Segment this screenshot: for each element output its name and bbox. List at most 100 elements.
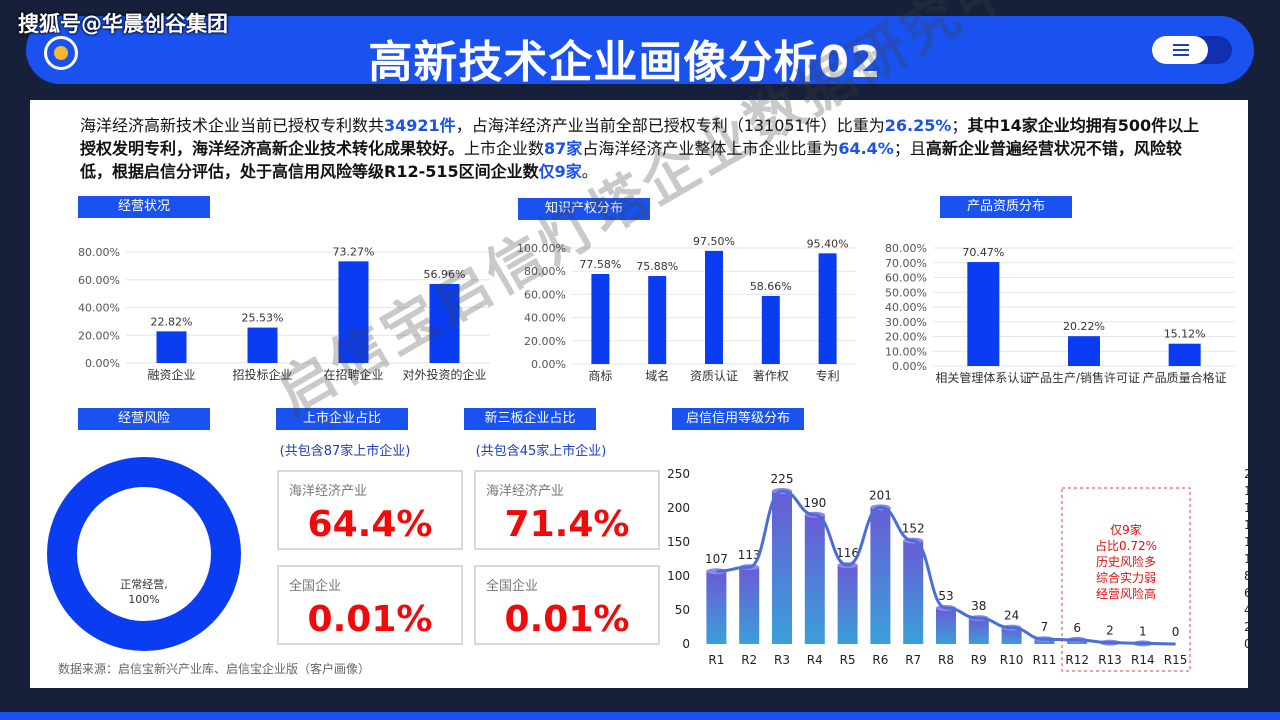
y-left-tick-label: 100 bbox=[667, 569, 690, 583]
bar bbox=[772, 491, 792, 644]
data-label: 56.96% bbox=[424, 268, 466, 281]
bar bbox=[1068, 336, 1100, 366]
header-bar bbox=[26, 16, 1254, 84]
y-tick-label: 100.00% bbox=[517, 242, 566, 255]
y-tick-label: 60.00% bbox=[885, 272, 927, 285]
y-tick-label: 0.00% bbox=[531, 358, 566, 371]
y-tick-label: 0.00% bbox=[892, 360, 927, 373]
y-right-tick-label: 16.00% bbox=[1244, 501, 1254, 515]
y-tick-label: 70.00% bbox=[885, 257, 927, 270]
neeq-note: (共包含45家上市企业) bbox=[475, 444, 607, 459]
y-tick-label: 30.00% bbox=[885, 316, 927, 329]
donut-value: 100% bbox=[128, 593, 159, 606]
y-tick-label: 40.00% bbox=[885, 301, 927, 314]
data-label: 116 bbox=[836, 546, 859, 560]
category-label: 资质认证 bbox=[690, 369, 738, 383]
y-tick-label: 80.00% bbox=[885, 242, 927, 255]
stat-value: 64.4% bbox=[307, 504, 433, 545]
bar bbox=[247, 327, 278, 363]
y-tick-label: 20.00% bbox=[524, 335, 566, 348]
tag-risk: 经营风险 bbox=[78, 408, 210, 430]
data-label: 1 bbox=[1139, 624, 1147, 638]
category-label: R11 bbox=[1033, 653, 1057, 667]
stat-value: 71.4% bbox=[504, 504, 630, 545]
data-label: 97.50% bbox=[693, 235, 735, 248]
category-label: 专利 bbox=[816, 368, 840, 383]
stat-label: 海洋经济产业 bbox=[289, 484, 368, 499]
category-label: 商标 bbox=[588, 368, 612, 383]
tag-neeq: 新三板企业占比 bbox=[464, 408, 596, 430]
y-right-tick-label: 6.00% bbox=[1244, 586, 1254, 600]
category-label: R14 bbox=[1131, 653, 1155, 667]
bar bbox=[739, 567, 760, 644]
quality-chart: 0.00% 10.00%20.00% 30.00% 40.00% 50.00%60.00… bbox=[885, 242, 1235, 385]
highlight-box bbox=[1061, 487, 1191, 672]
y-right-tick-label: 20.00% bbox=[1244, 467, 1254, 481]
data-label: 152 bbox=[902, 522, 925, 536]
category-label: R6 bbox=[872, 653, 888, 667]
tag-listed: 上市企业占比 bbox=[276, 408, 408, 430]
y-tick-label: 20.00% bbox=[78, 329, 120, 342]
category-label: 对外投资的企业 bbox=[402, 367, 486, 382]
y-tick-label: 20.00% bbox=[885, 331, 927, 344]
data-label: 15.12% bbox=[1164, 328, 1206, 341]
tag-quality: 产品资质分布 bbox=[940, 196, 1072, 218]
category-label: 产品生产/销售许可证 bbox=[1028, 370, 1140, 385]
menu-icon[interactable] bbox=[1152, 36, 1232, 64]
category-label: 相关管理体系认证 bbox=[935, 370, 1031, 385]
bar bbox=[903, 540, 924, 644]
category-label: R15 bbox=[1164, 653, 1188, 667]
y-tick-label: 60.00% bbox=[78, 274, 120, 287]
category-label: R8 bbox=[938, 653, 954, 667]
category-label: R2 bbox=[741, 653, 757, 667]
data-label: 20.22% bbox=[1063, 320, 1105, 333]
intro-text: 海洋经济高新技术企业当前已授权专利数共34921件，占海洋经济产业当前全部已授权… bbox=[80, 116, 1200, 181]
annotation-line: 经营风险高 bbox=[1096, 586, 1156, 601]
y-tick-label: 40.00% bbox=[524, 312, 566, 325]
data-label: 201 bbox=[869, 488, 892, 502]
bar bbox=[761, 295, 780, 364]
category-label: 在招聘企业 bbox=[323, 367, 383, 382]
data-label: 53 bbox=[938, 589, 953, 603]
category-label: 域名 bbox=[645, 368, 669, 383]
y-tick-label: 80.00% bbox=[78, 246, 120, 259]
category-label: R13 bbox=[1098, 653, 1122, 667]
y-tick-label: 60.00% bbox=[524, 288, 566, 301]
stat-listed-marine: 海洋经济产业 64.4% bbox=[277, 470, 463, 550]
y-left-tick-label: 150 bbox=[667, 535, 690, 549]
stat-value: 0.01% bbox=[307, 599, 433, 640]
bar bbox=[818, 253, 837, 364]
tag-credit: 启信信用等级分布 bbox=[672, 408, 804, 430]
category-label: R7 bbox=[905, 653, 921, 667]
logo-icon bbox=[44, 36, 78, 70]
y-right-tick-label: 12.00% bbox=[1244, 535, 1254, 549]
bar bbox=[837, 565, 858, 644]
data-label: 75.88% bbox=[636, 260, 678, 273]
share-line bbox=[716, 489, 1176, 646]
bar bbox=[648, 275, 667, 364]
data-label: 107 bbox=[705, 552, 728, 566]
data-label: 7 bbox=[1041, 620, 1049, 634]
category-label: R1 bbox=[708, 653, 724, 667]
data-label: 25.53% bbox=[242, 312, 284, 325]
category-label: R10 bbox=[1000, 653, 1024, 667]
bar bbox=[591, 274, 610, 364]
data-label: 0 bbox=[1172, 625, 1180, 639]
y-tick-label: 0.00% bbox=[85, 357, 120, 370]
listed-note: (共包含87家上市企业) bbox=[279, 444, 411, 459]
bar bbox=[156, 331, 187, 363]
tag-operation: 经营状况 bbox=[78, 196, 210, 218]
bar bbox=[338, 261, 369, 363]
bar bbox=[1168, 343, 1201, 366]
data-label: 24 bbox=[1004, 609, 1019, 623]
risk-donut-chart: 正常经营, 100% bbox=[47, 457, 241, 651]
y-right-tick-label: 2.00% bbox=[1244, 620, 1254, 634]
annotation-line: 占比0.72% bbox=[1095, 538, 1157, 553]
category-label: 招投标企业 bbox=[232, 367, 292, 382]
category-label: R5 bbox=[840, 653, 856, 667]
category-label: R12 bbox=[1065, 653, 1089, 667]
stat-listed-all: 全国企业 0.01% bbox=[277, 565, 463, 645]
bar bbox=[1001, 627, 1022, 644]
operation-chart: 0.00% 20.00% 40.00% 60.00% 80.00% 22.82% 融资企业 2… bbox=[78, 245, 490, 382]
page-title: 高新技术企业画像分析02 bbox=[368, 37, 882, 88]
